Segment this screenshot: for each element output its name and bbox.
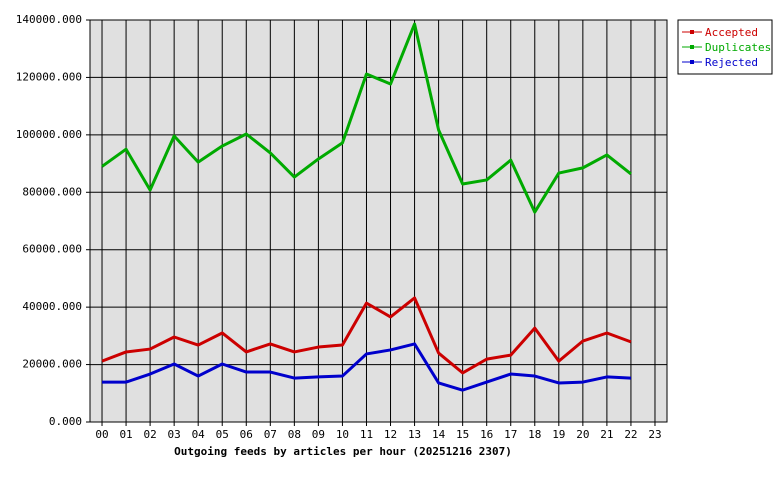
x-tick-label: 18 <box>528 428 541 441</box>
x-tick-label: 12 <box>384 428 397 441</box>
x-tick-label: 22 <box>624 428 637 441</box>
x-tick-label: 02 <box>143 428 156 441</box>
x-tick-label: 03 <box>168 428 181 441</box>
y-tick-label: 140000.000 <box>16 13 82 26</box>
legend-label: Rejected <box>705 56 758 69</box>
x-tick-label: 16 <box>480 428 493 441</box>
x-tick-label: 01 <box>119 428 132 441</box>
x-tick-label: 17 <box>504 428 517 441</box>
y-tick-label: 60000.000 <box>22 243 82 256</box>
series-line <box>102 342 632 392</box>
y-tick-label: 80000.000 <box>22 185 82 198</box>
x-tick-label: 05 <box>216 428 229 441</box>
x-axis-label: Outgoing feeds by articles per hour (202… <box>174 445 512 458</box>
y-tick-label: 40000.000 <box>22 300 82 313</box>
x-tick-label: 11 <box>360 428 373 441</box>
legend-label: Accepted <box>705 26 758 39</box>
y-tick-label: 20000.000 <box>22 358 82 371</box>
x-tick-label: 04 <box>192 428 206 441</box>
legend-marker <box>690 60 694 64</box>
x-tick-label: 08 <box>288 428 301 441</box>
x-tick-label: 06 <box>240 428 253 441</box>
x-tick-label: 00 <box>95 428 108 441</box>
legend-marker <box>690 45 694 49</box>
legend-marker <box>690 30 694 34</box>
y-tick-label: 120000.000 <box>16 70 82 83</box>
x-tick-label: 20 <box>576 428 589 441</box>
y-tick-label: 0.000 <box>49 415 82 428</box>
x-tick-label: 23 <box>648 428 661 441</box>
x-tick-label: 14 <box>432 428 446 441</box>
x-tick-label: 15 <box>456 428 469 441</box>
x-tick-label: 07 <box>264 428 277 441</box>
y-tick-label: 100000.000 <box>16 128 82 141</box>
x-tick-label: 21 <box>600 428 613 441</box>
series-line <box>101 22 632 214</box>
x-tick-label: 09 <box>312 428 325 441</box>
plot-area <box>89 19 668 423</box>
series-line <box>101 296 632 375</box>
x-tick-label: 10 <box>336 428 349 441</box>
x-tick-label: 19 <box>552 428 565 441</box>
legend-label: Duplicates <box>705 41 771 54</box>
x-tick-label: 13 <box>408 428 421 441</box>
